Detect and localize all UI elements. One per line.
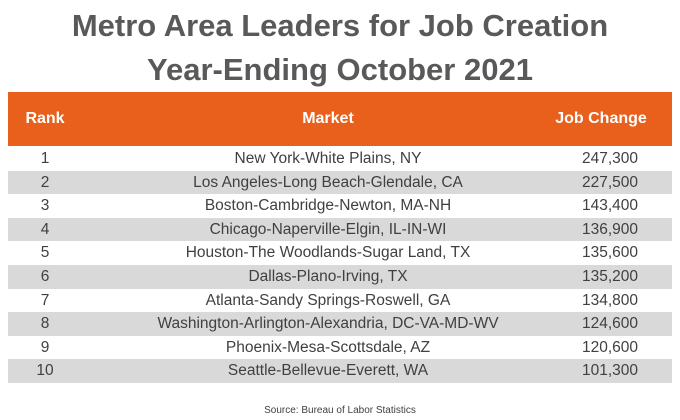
table-cell: Seattle-Bellevue-Everett, WA (227, 362, 429, 380)
table-row: 6 Dallas-Plano-Irving, TX 135,200 (8, 264, 672, 289)
table-row: 8 Washington-Arlington-Alexandria, DC-VA-… (8, 312, 672, 336)
table-cell: 135,600 (581, 244, 638, 262)
table-cell: Phoenix-Mesa-Scottsdale, AZ (225, 338, 431, 356)
table-cell: 124,600 (581, 315, 638, 333)
column-header: Market (302, 110, 354, 127)
table-cell: New York-White Plains, NY (234, 150, 422, 167)
table-row: 2 Los Angeles-Long Beach-Glendale, CA 227,… (8, 170, 672, 195)
title: Metro Area Leaders for Job Creation Year-… (0, 4, 680, 92)
column-header: Job Change (555, 110, 647, 127)
table-row: 4 Chicago-Naperville-Elgin, IL-IN-WI 136,9… (8, 217, 672, 242)
table-cell: 5 (40, 244, 50, 262)
table-row: 7 Atlanta-Sandy Springs-Roswell, GA 134,80… (8, 289, 672, 313)
table-cell: 2 (40, 173, 50, 191)
table-cell: 1 (40, 150, 50, 167)
table-cell: 227,500 (581, 173, 638, 191)
table-row: 3 Boston-Cambridge-Newton, MA-NH 143,400 (8, 194, 672, 218)
table-header: Rank Market Job Change (8, 92, 672, 146)
table-cell: Boston-Cambridge-Newton, MA-NH (204, 197, 452, 215)
table-row: 9 Phoenix-Mesa-Scottsdale, AZ 120,600 (8, 336, 672, 360)
table-cell: 6 (40, 267, 50, 285)
table-cell: 8 (40, 315, 50, 333)
column-header: Rank (25, 110, 65, 127)
table-cell: 136,900 (581, 220, 638, 238)
table-cell: 143,400 (581, 197, 638, 215)
table-cell: Washington-Arlington-Alexandria, DC-VA-M… (157, 315, 499, 333)
table-cell: Houston-The Woodlands-Sugar Land, TX (185, 244, 471, 262)
table-body: 1 New York-White Plains, NY 247,300 2 Los An… (8, 147, 672, 383)
table-cell: Dallas-Plano-Irving, TX (248, 267, 408, 285)
table-cell: 101,300 (581, 362, 638, 380)
source-note: Source: Bureau of Labor Statistics (264, 405, 416, 416)
table-row: 5 Houston-The Woodlands-Sugar Land, TX 135… (8, 241, 672, 265)
table-cell: 135,200 (581, 267, 638, 285)
table-cell: Chicago-Naperville-Elgin, IL-IN-WI (209, 220, 447, 238)
table-cell: 134,800 (581, 291, 638, 309)
table-cell: 10 (36, 362, 54, 380)
title-line: Year-Ending October 2021 (147, 52, 533, 87)
table-cell: Atlanta-Sandy Springs-Roswell, GA (205, 291, 451, 309)
table-cell: 9 (40, 338, 50, 356)
table-cell: 4 (40, 220, 50, 238)
table-cell: Los Angeles-Long Beach-Glendale, CA (193, 173, 463, 191)
table-cell: 247,300 (581, 150, 638, 167)
title-line: Metro Area Leaders for Job Creation (71, 8, 609, 43)
table-cell: 120,600 (581, 338, 638, 356)
table-row: 10 Seattle-Bellevue-Everett, WA 101,300 (8, 359, 672, 383)
table-cell: 3 (40, 197, 50, 215)
table-row: 1 New York-White Plains, NY 247,300 (8, 147, 672, 171)
table-cell: 7 (40, 291, 50, 309)
